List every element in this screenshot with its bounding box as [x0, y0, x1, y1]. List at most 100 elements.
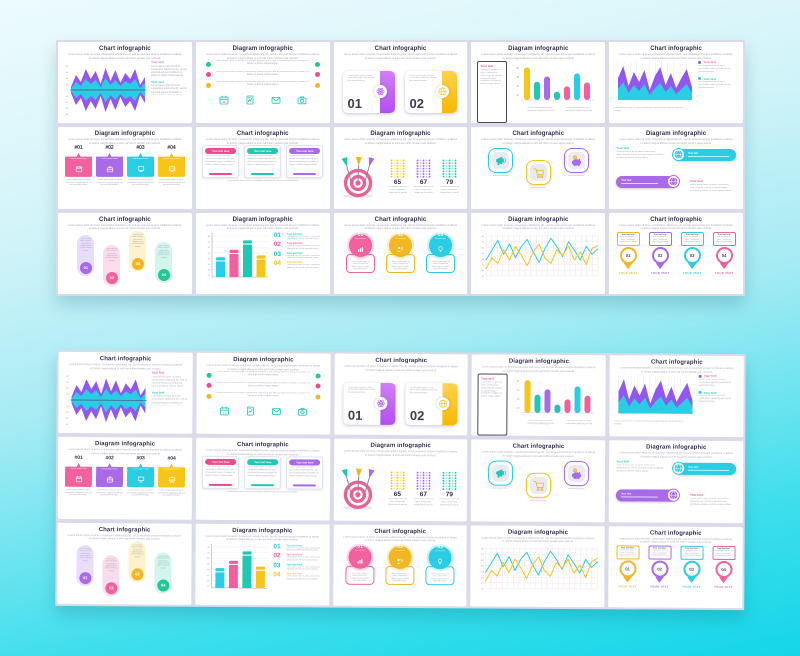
slide-card[interactable]: Diagram infographic Lorem ipsum dolor sit… — [57, 437, 193, 520]
card-underline — [251, 484, 275, 487]
number-card[interactable]: Lorem ipsum dolor sit amet, consectetur … — [405, 382, 459, 426]
svg-text:50: 50 — [208, 252, 211, 254]
icon-frame[interactable] — [487, 460, 513, 487]
slide-card[interactable]: Chart infographic Lorem ipsum dolor sit a… — [57, 522, 192, 605]
text-card[interactable]: Your text here Lorem ipsum dolor sit amet… — [202, 145, 240, 179]
slide-card[interactable]: Chart infographic Lorem ipsum dolor sit a… — [58, 351, 193, 435]
legend-item: Your text Lorem ipsum dolor sit amet, con… — [699, 390, 735, 403]
slide-card[interactable]: Diagram infographic Lorem ipsum dolor sit… — [195, 212, 330, 294]
step-text: Lorem ipsum dolor — [132, 157, 149, 160]
slide-card[interactable]: Chart infographic Lorem ipsum dolor sit a… — [195, 127, 330, 209]
slide-card[interactable]: Diagram infographic Lorem ipsum dolor sit… — [608, 440, 744, 523]
piggy-icon — [571, 155, 581, 167]
slide-card[interactable]: Chart infographic Lorem ipsum dolor sit a… — [608, 525, 743, 609]
slide-card[interactable]: Chart infographic Lorem ipsum dolor sit a… — [471, 439, 606, 522]
card-header: Your text here — [289, 148, 321, 155]
slide-card[interactable]: Diagram infographic Lorem ipsum dolor sit… — [333, 127, 468, 209]
pin-text-card: Your text here Lorem ipsum dolor sit amet… — [712, 545, 736, 560]
icon-frame[interactable] — [563, 461, 589, 487]
stat-item: 67 Lorem ipsum dolor sit amet, consectetu… — [412, 159, 434, 194]
slide-title: Chart infographic — [650, 359, 703, 366]
text-block: Your text Lorem ipsum dolor sit amet, con… — [151, 60, 187, 76]
slide-card[interactable]: Diagram infographic Lorem ipsum dolor sit… — [333, 438, 468, 522]
feature-item: Lorem ipsum dolor — [487, 148, 513, 208]
svg-text:10: 10 — [208, 275, 211, 277]
slide-card[interactable]: Chart infographic Lorem ipsum dolor sit a… — [333, 212, 468, 294]
slide-card[interactable]: Diagram infographic Lorem ipsum dolor sit… — [609, 127, 743, 209]
megaphone-icon — [495, 469, 506, 479]
slide-card[interactable]: Chart infographic Lorem ipsum dolor sit a… — [333, 353, 469, 436]
icon-frame[interactable] — [525, 473, 551, 499]
slide-card[interactable]: Chart infographic Lorem ipsum dolor sit a… — [609, 355, 744, 438]
svg-text:0: 0 — [67, 400, 69, 402]
slide-card[interactable]: Diagram infographic Lorem ipsum dolor sit… — [195, 42, 330, 124]
slide-card[interactable]: Diagram infographic Lorem ipsum dolor sit… — [471, 354, 606, 437]
slide-title: Chart infographic — [99, 46, 151, 52]
ribbon-banner[interactable]: Your text — [672, 461, 737, 476]
number-circle-inner: 02 Your text here — [388, 232, 412, 257]
placeholder-text: Lorem ipsum dolor sit amet, consectetur … — [390, 572, 409, 582]
slide-card[interactable]: Chart infographic Lorem ipsum dolor sit a… — [333, 42, 468, 124]
slide-card[interactable]: Diagram infographic Lorem ipsum dolor sit… — [195, 523, 330, 606]
ribbon-banner[interactable]: Your text — [616, 175, 681, 189]
slide-title: Diagram infographic — [507, 529, 569, 536]
text-block: Lorem ipsum dolor sit amet, consectetur … — [347, 75, 375, 91]
ribbon-banner[interactable]: Your text — [616, 488, 681, 503]
icon-frame[interactable] — [525, 160, 551, 186]
pin-item: Your text here Lorem ipsum dolor sit amet… — [711, 545, 736, 608]
step-item: #04 Lorem ipsum dolor Lorem ipsum dolor si… — [158, 145, 185, 208]
diagram-row: Lorem ipsum dolor sit amet, consectetur … — [205, 71, 320, 79]
slide-card[interactable]: Chart infographic Lorem ipsum dolor sit a… — [609, 42, 743, 124]
step-box: Lorem ipsum dolor — [65, 463, 92, 487]
item-label: Lorem ipsum dolor — [491, 487, 509, 490]
calendar-icon: 11 — [219, 406, 229, 415]
slide-body: Lorem ipsum dolor sit amet, consectetur … — [57, 540, 191, 605]
text-card[interactable]: Your text here Lorem ipsum dolor sit amet… — [244, 145, 282, 179]
capsule-item: Lorem ipsum dolor sit amet, consectetur … — [128, 540, 147, 583]
svg-text:-20: -20 — [65, 412, 69, 414]
svg-text:80: 80 — [208, 236, 211, 238]
slide-card[interactable]: Chart infographic Lorem ipsum dolor sit a… — [609, 212, 743, 294]
text-card[interactable]: Your text here Lorem ipsum dolor sit amet… — [286, 456, 324, 490]
icon-frame[interactable] — [487, 148, 513, 174]
slide-card[interactable]: Chart infographic Lorem ipsum dolor sit a… — [58, 42, 192, 124]
slide-title: Diagram infographic — [94, 131, 156, 138]
placeholder-text: Lorem ipsum dolor sit amet, consectetur … — [286, 245, 321, 250]
text-card[interactable]: Your text here Lorem ipsum dolor sit amet… — [202, 456, 240, 490]
slide-card[interactable]: Diagram infographic Lorem ipsum dolor sit… — [471, 212, 606, 294]
item-label: YOUR TEXT — [682, 584, 701, 589]
text-column: Your text Lorem ipsum dolor sit amet, con… — [151, 60, 187, 123]
slide-card[interactable]: Diagram infographic Lorem ipsum dolor sit… — [196, 352, 331, 435]
slide-body: 01 Your text here Lorem ipsum dolor sit am… — [333, 542, 467, 606]
placeholder-text: Lorem ipsum dolor sit amet, consectetur … — [715, 236, 733, 243]
slide-card[interactable]: Diagram infographic Lorem ipsum dolor sit… — [470, 525, 605, 608]
number-card[interactable]: Lorem ipsum dolor sit amet, consectetur … — [343, 382, 397, 425]
slide-card[interactable]: Chart infographic Lorem ipsum dolor sit a… — [58, 212, 192, 294]
placeholder-text: Lorem ipsum dolor sit amet, consectetur … — [343, 53, 458, 60]
step-text: Lorem ipsum dolor — [163, 157, 180, 160]
slide-card[interactable]: Diagram infographic Lorem ipsum dolor sit… — [471, 42, 606, 124]
stat-value: 79 — [445, 491, 454, 499]
slide-body: Your text here Lorem ipsum dolor sit amet… — [196, 145, 330, 208]
number-card[interactable]: Lorem ipsum dolor sit amet, consectetur … — [343, 70, 396, 113]
slide-card[interactable]: Chart infographic Lorem ipsum dolor sit a… — [195, 438, 330, 521]
slide-card[interactable]: Diagram infographic Lorem ipsum dolor sit… — [58, 127, 192, 209]
text-card[interactable]: Your text here Lorem ipsum dolor sit amet… — [286, 145, 324, 179]
ribbon-banner[interactable]: Your text — [672, 148, 736, 162]
item-number: 03 — [273, 561, 281, 569]
slide-card[interactable]: Chart infographic Lorem ipsum dolor sit a… — [332, 524, 468, 607]
bulb-icon — [437, 558, 443, 565]
number-card[interactable]: Lorem ipsum dolor sit amet, consectetur … — [405, 70, 458, 113]
slide-title: Chart infographic — [374, 528, 427, 535]
placeholder-text: Lorem ipsum dolor sit amet, consectetur … — [105, 247, 119, 262]
slide-card[interactable]: Chart infographic Lorem ipsum dolor sit a… — [471, 127, 606, 209]
text-heading: Your text — [151, 60, 164, 64]
placeholder-text: Lorem ipsum dolor sit amet, consectetur … — [68, 53, 182, 60]
dot-matrix — [416, 472, 431, 491]
slide-body: Your text Lorem ipsum dolor sit amet, con… — [472, 372, 606, 436]
text-card[interactable]: Your text here Lorem ipsum dolor sit amet… — [244, 456, 282, 490]
item-number: 03 — [131, 568, 144, 581]
icon-frame[interactable] — [563, 148, 589, 174]
placeholder-text: Lorem ipsum dolor sit amet, consectetur … — [157, 244, 171, 259]
step-number: #03 — [136, 145, 145, 152]
